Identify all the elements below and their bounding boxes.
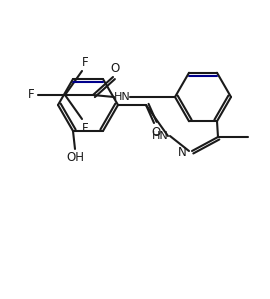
Text: HN: HN xyxy=(114,92,130,102)
Text: F: F xyxy=(82,56,88,68)
Text: O: O xyxy=(110,62,120,74)
Text: HN: HN xyxy=(152,131,168,141)
Text: F: F xyxy=(28,89,34,101)
Text: O: O xyxy=(151,126,161,138)
Text: OH: OH xyxy=(66,152,84,164)
Text: N: N xyxy=(178,146,187,158)
Text: F: F xyxy=(82,121,88,135)
